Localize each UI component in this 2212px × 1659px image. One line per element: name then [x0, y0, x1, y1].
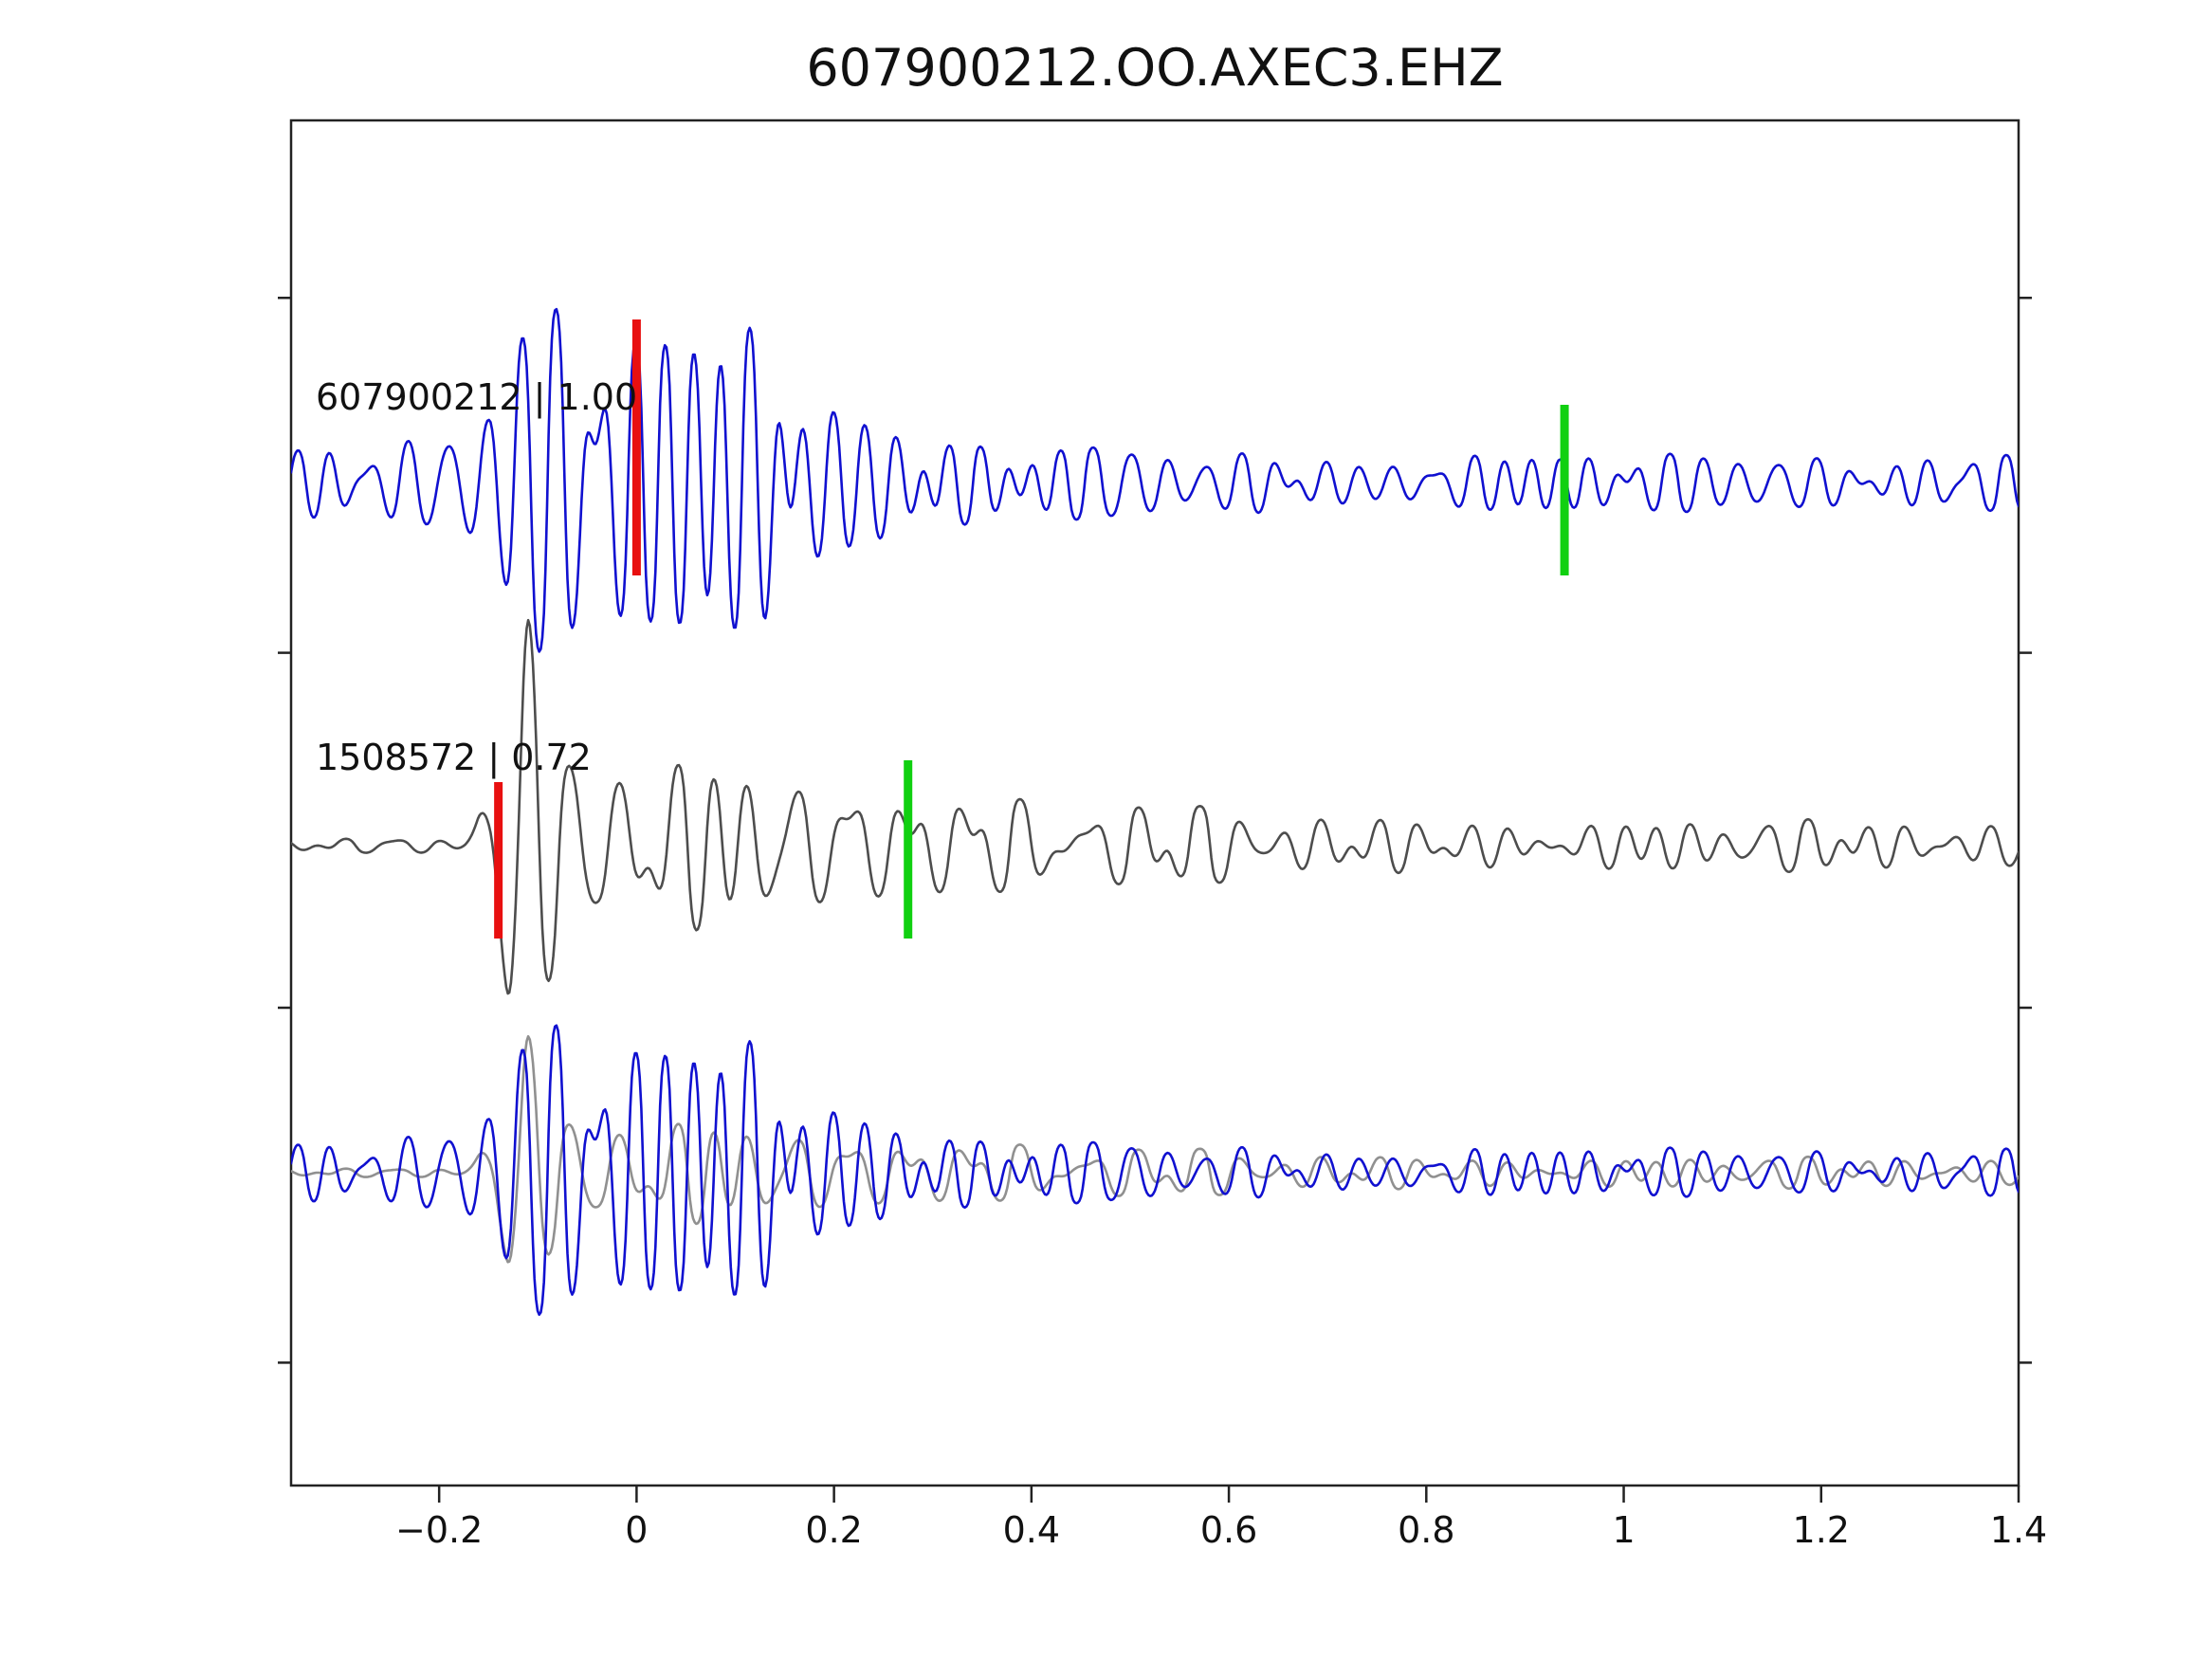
x-axis-tick-label: 1.4: [1990, 1509, 2047, 1551]
x-axis-tick-label: −0.2: [395, 1509, 483, 1551]
template-trace-blue: [291, 307, 2019, 653]
traces-group: [291, 307, 2019, 1317]
x-axis-tick-label: 0.4: [1003, 1509, 1060, 1551]
x-axis-tick-label: 0.6: [1200, 1509, 1257, 1551]
x-axis-tick-label: 0: [625, 1509, 648, 1551]
template-trace-blue-label: 607900212 | 1.00: [316, 376, 637, 419]
detection-trace-gray-label: 1508572 | 0.72: [316, 737, 592, 779]
axis-box: [289, 118, 2020, 1487]
x-axis-tick-label: 0.8: [1398, 1509, 1454, 1551]
x-axis-tick-label: 0.2: [805, 1509, 862, 1551]
x-axis-tick-label: 1: [1612, 1509, 1635, 1551]
chart-title: 607900212.OO.AXEC3.EHZ: [806, 38, 1504, 98]
overlay-trace-blue: [291, 1024, 2019, 1317]
x-axis-tick-label: 1.2: [1793, 1509, 1850, 1551]
detection-trace-gray: [291, 618, 2019, 995]
